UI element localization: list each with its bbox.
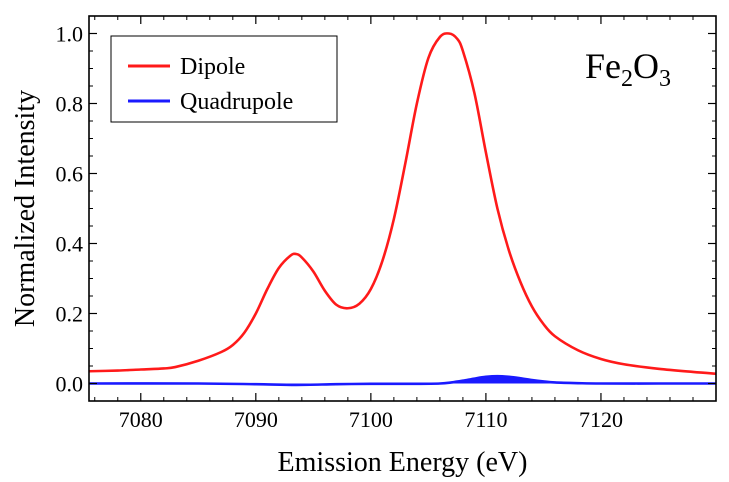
legend-label-quadrupole: Quadrupole bbox=[180, 89, 293, 115]
y-tick-label: 0.8 bbox=[56, 92, 84, 117]
series-dipole-line bbox=[89, 32, 716, 375]
y-tick-label: 0.6 bbox=[56, 162, 84, 187]
y-tick-label: 0.4 bbox=[56, 232, 84, 257]
series-quadrupole-line bbox=[89, 374, 716, 387]
annotation-base: Fe bbox=[585, 46, 621, 86]
plot-area bbox=[89, 32, 716, 387]
x-tick-label: 7120 bbox=[579, 407, 623, 432]
annotation-sub2: 3 bbox=[659, 66, 671, 92]
x-axis-title: Emission Energy (eV) bbox=[278, 447, 528, 478]
y-tick-label: 0.0 bbox=[56, 372, 84, 397]
y-tick-label: 0.2 bbox=[56, 302, 84, 327]
compound-annotation: Fe2O3 bbox=[585, 46, 671, 92]
legend-box bbox=[110, 35, 338, 123]
x-tick-label: 7100 bbox=[349, 407, 393, 432]
legend: Dipole Quadrupole bbox=[110, 35, 338, 123]
x-tick-label: 7080 bbox=[119, 407, 163, 432]
annotation-mid: O bbox=[633, 46, 659, 86]
y-tick-label: 1.0 bbox=[56, 22, 84, 47]
x-tick-label: 7110 bbox=[464, 407, 507, 432]
axis-ticks: 7080 7090 7100 7110 7120 0.0 0.2 0.4 0.6 0.8 1.0 bbox=[56, 16, 716, 432]
y-axis-title: Normalized Intensity bbox=[10, 90, 41, 327]
annotation-sub1: 2 bbox=[621, 66, 633, 92]
legend-label-dipole: Dipole bbox=[180, 54, 245, 80]
x-tick-label: 7090 bbox=[234, 407, 278, 432]
